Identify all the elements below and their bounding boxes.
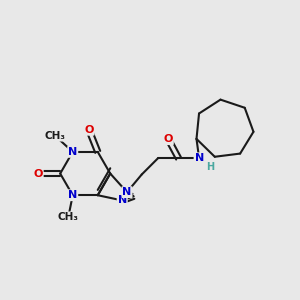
Text: H: H bbox=[206, 161, 214, 172]
Text: CH₃: CH₃ bbox=[44, 131, 65, 141]
Text: N: N bbox=[194, 153, 204, 163]
Text: N: N bbox=[68, 147, 77, 157]
Text: N: N bbox=[68, 190, 77, 200]
Text: N: N bbox=[122, 187, 132, 197]
Text: N: N bbox=[118, 195, 127, 206]
Text: CH₃: CH₃ bbox=[58, 212, 79, 222]
Text: O: O bbox=[84, 125, 94, 135]
Text: O: O bbox=[33, 169, 43, 178]
Text: O: O bbox=[164, 134, 173, 144]
